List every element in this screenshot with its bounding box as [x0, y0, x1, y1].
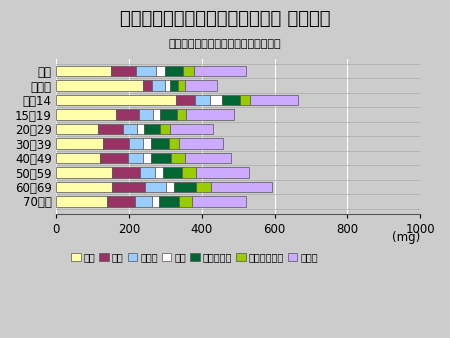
Bar [140, 167, 155, 178]
Bar [100, 153, 128, 163]
Bar [98, 124, 123, 134]
Bar [156, 66, 165, 76]
Bar [163, 167, 182, 178]
Bar [184, 80, 217, 91]
Bar [179, 138, 223, 149]
Bar [194, 66, 247, 76]
Bar [184, 153, 231, 163]
Bar [174, 182, 196, 192]
Bar [144, 138, 151, 149]
Bar [151, 138, 169, 149]
Bar [135, 196, 152, 207]
Bar [56, 138, 104, 149]
Bar [177, 110, 186, 120]
Bar [56, 167, 112, 178]
Bar [112, 66, 136, 76]
Bar [240, 95, 251, 105]
Bar [176, 95, 195, 105]
Bar [56, 95, 176, 105]
Bar [56, 124, 98, 134]
Bar [166, 182, 174, 192]
Bar [129, 138, 144, 149]
Bar [196, 182, 211, 192]
Bar [211, 95, 222, 105]
Bar [112, 182, 145, 192]
Legend: 乳類, 豆類, 魚介類, 穀類, 緑黄色野菜, その他の野菜, その他: 乳類, 豆類, 魚介類, 穀類, 緑黄色野菜, その他の野菜, その他 [67, 248, 322, 266]
Bar [152, 80, 165, 91]
Bar [56, 66, 112, 76]
Bar [136, 124, 144, 134]
Bar [171, 153, 184, 163]
Bar [136, 66, 156, 76]
Bar [159, 196, 180, 207]
Bar [143, 80, 152, 91]
Bar [180, 196, 192, 207]
Bar [123, 124, 136, 134]
Bar [251, 95, 298, 105]
Bar [222, 95, 240, 105]
Bar [165, 66, 183, 76]
Bar [160, 124, 171, 134]
Bar [160, 110, 177, 120]
Bar [56, 110, 116, 120]
Bar [169, 138, 179, 149]
Bar [104, 138, 129, 149]
Bar [152, 196, 159, 207]
Bar [128, 153, 144, 163]
Bar [186, 110, 234, 120]
Bar [144, 153, 151, 163]
Text: カルシウムの食品群別摄取構成比 【女性】: カルシウムの食品群別摄取構成比 【女性】 [120, 10, 330, 28]
Bar [56, 182, 112, 192]
Bar [165, 80, 170, 91]
Bar [195, 95, 211, 105]
Bar [145, 182, 166, 192]
Bar [170, 80, 178, 91]
Bar [116, 110, 139, 120]
Bar [56, 80, 143, 91]
Bar [107, 196, 135, 207]
Text: 平成１４年国民健康栄養調査成績より: 平成１４年国民健康栄養調査成績より [169, 39, 281, 49]
Bar [211, 182, 272, 192]
Bar [56, 153, 100, 163]
Bar [192, 196, 246, 207]
Bar [56, 196, 107, 207]
Bar [171, 124, 213, 134]
Bar [178, 80, 184, 91]
Bar [144, 124, 160, 134]
Bar [139, 110, 153, 120]
Bar [183, 66, 194, 76]
Bar [151, 153, 171, 163]
Text: (mg): (mg) [392, 231, 420, 244]
Bar [112, 167, 140, 178]
Bar [155, 167, 163, 178]
Bar [153, 110, 160, 120]
Bar [195, 167, 249, 178]
Bar [182, 167, 195, 178]
